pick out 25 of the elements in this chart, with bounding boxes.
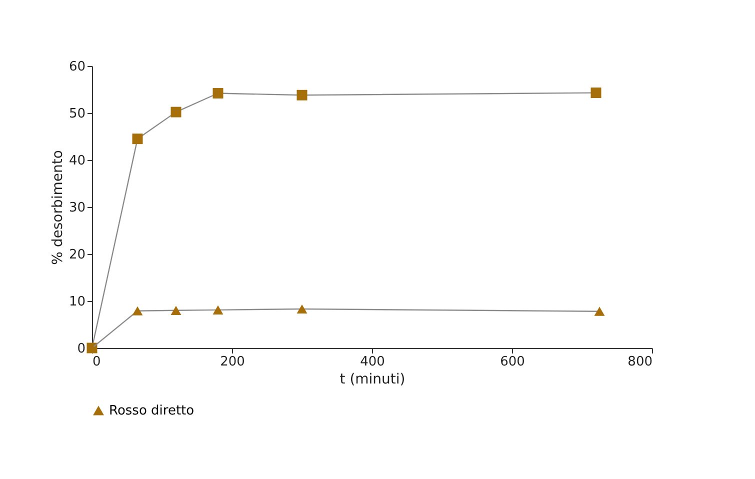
- point: [212, 305, 224, 314]
- point: [296, 304, 308, 314]
- x-tick-label: 600: [500, 354, 525, 370]
- legend-label: Rosso diretto: [109, 404, 194, 418]
- x-tick-label: 400: [360, 354, 385, 370]
- point: [170, 306, 182, 315]
- x-tick-label: 0: [92, 354, 101, 370]
- point: [594, 306, 605, 316]
- point: [296, 90, 308, 100]
- x-tick-label: 800: [628, 354, 652, 370]
- point: [170, 106, 182, 118]
- y-tick-label: 20: [68, 248, 86, 262]
- x-axis-title: t (minuti): [340, 372, 406, 388]
- y-tick-label: 0: [77, 342, 86, 356]
- point: [132, 306, 143, 316]
- y-tick-label: 10: [68, 294, 86, 310]
- point: [132, 134, 143, 144]
- y-tick-label: 30: [68, 200, 86, 216]
- point: [590, 88, 602, 98]
- y-tick-label: 40: [68, 154, 86, 168]
- x-tick-label: 200: [220, 354, 245, 370]
- y-tick-label: 50: [68, 106, 86, 122]
- y-axis-title: % desorbimento: [50, 150, 66, 265]
- point: [212, 88, 224, 99]
- y-tick-label: 60: [68, 60, 86, 74]
